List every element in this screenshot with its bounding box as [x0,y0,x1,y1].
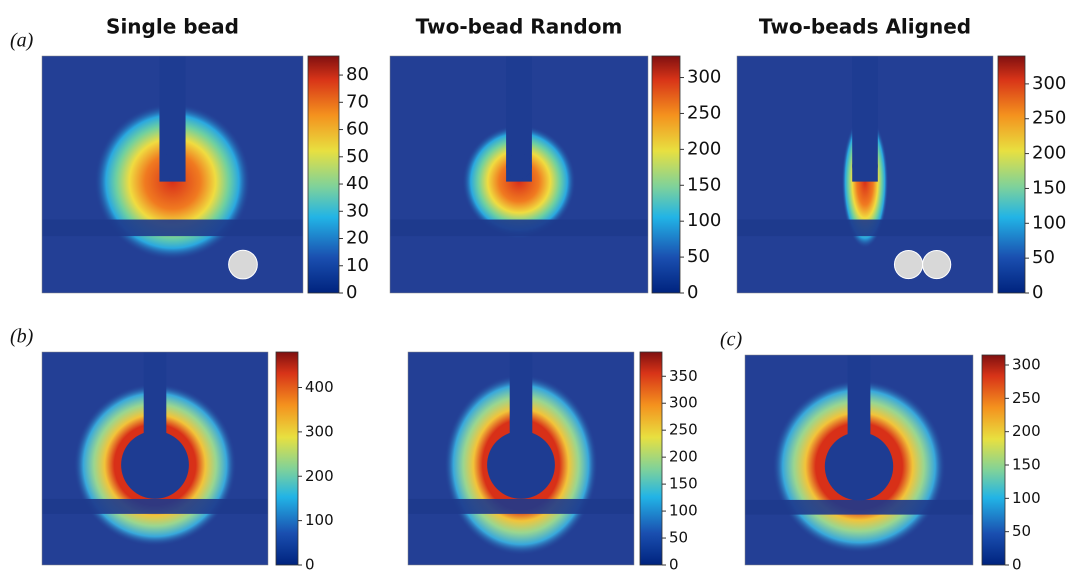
colorbar-tick-label: 200 [1012,422,1041,440]
bead-icon [228,249,258,280]
colorbar [275,351,299,566]
colorbar [307,55,340,294]
shadow-band [737,219,993,237]
colorbar-tick-label: 200 [669,448,698,466]
colorbar-tick-label: 0 [346,282,357,303]
colorbar-tick-label: 350 [669,367,698,385]
colorbar-tick-label: 40 [346,173,369,194]
colorbar [639,351,663,566]
panel-label: (c) [720,329,743,351]
shadow-band [745,499,973,515]
image-frame [389,55,649,294]
shadow-band [42,498,268,514]
colorbar-tick-label: 300 [305,422,334,440]
panel-label: (a) [10,30,34,52]
panel-label: (b) [10,326,34,348]
image-frame [736,55,994,294]
colorbar-tick-label: 150 [1032,177,1066,198]
colorbar [997,55,1026,294]
colorbar-tick-label: 250 [669,421,698,439]
colorbar-tick-label: 60 [346,119,369,140]
colorbar-tick-label: 50 [346,146,369,167]
colorbar-tick-label: 300 [1012,356,1041,374]
colorbar-tick-label: 50 [687,246,710,267]
colorbar-tick-label: 0 [669,556,679,571]
colorbar-tick-label: 250 [1012,389,1041,407]
colorbar-tick-label: 100 [1012,489,1041,507]
panel-title: Single bead [106,15,239,39]
colorbar-tick-label: 70 [346,91,369,112]
beamstop-arm [143,352,167,465]
beamstop-tip [506,153,532,180]
colorbar-tick-label: 100 [669,502,698,520]
colorbar-tick-label: 50 [1012,522,1031,540]
colorbar-tick-label: 400 [305,378,334,396]
colorbar-tick-label: 250 [687,102,721,123]
colorbar-tick-label: 100 [305,511,334,529]
colorbar [981,354,1006,566]
colorbar-tick-label: 150 [669,475,698,493]
beamstop-tip [159,152,186,179]
colorbar-tick-label: 200 [1032,143,1066,164]
colorbar-tick-label: 80 [346,64,369,85]
beamstop-arm [509,352,533,465]
colorbar-tick-label: 0 [687,282,698,303]
colorbar-tick-label: 300 [669,394,698,412]
bead-icon [922,249,952,280]
panel-title: Two-bead Random [416,15,623,39]
panel-title: Two-beads Aligned [759,15,971,39]
shadow-band [42,219,303,237]
colorbar-tick-label: 150 [1012,456,1041,474]
shadow-band [408,498,634,514]
beamstop-arm [847,355,871,467]
colorbar-tick-label: 0 [1032,282,1043,303]
image-frame [744,354,974,566]
colorbar-tick-label: 100 [687,210,721,231]
colorbar-tick-label: 0 [1012,556,1022,571]
bead-icon [893,249,924,280]
colorbar [651,55,681,294]
colorbar-tick-label: 50 [1032,247,1055,268]
colorbar-tick-label: 20 [346,228,369,249]
colorbar-tick-label: 300 [1032,73,1066,94]
colorbar-tick-label: 200 [687,138,721,159]
colorbar-tick-label: 100 [1032,212,1066,233]
shadow-band [390,219,648,237]
colorbar-tick-label: 30 [346,200,369,221]
colorbar-tick-label: 50 [669,529,688,547]
colorbar-tick-label: 250 [1032,108,1066,129]
image-frame [41,351,269,566]
colorbar-tick-label: 300 [687,67,721,88]
image-frame [407,351,635,566]
beamstop-tip [852,153,878,180]
colorbar-tick-label: 150 [687,174,721,195]
colorbar-tick-label: 200 [305,467,334,485]
colorbar-tick-label: 10 [346,255,369,276]
colorbar-tick-label: 0 [305,556,315,571]
image-frame [41,55,304,294]
